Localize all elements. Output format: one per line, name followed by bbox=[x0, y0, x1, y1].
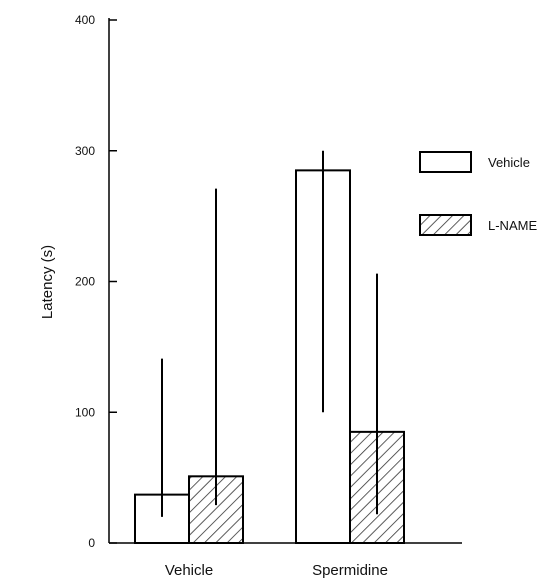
y-tick-label-0: 0 bbox=[88, 536, 95, 550]
y-tick-label-300: 300 bbox=[75, 144, 95, 158]
x-category-label-vehicle: Vehicle bbox=[165, 562, 213, 579]
y-axis-title: Latency (s) bbox=[39, 245, 56, 319]
y-tick-label-200: 200 bbox=[75, 275, 95, 289]
x-category-label-spermidine: Spermidine bbox=[312, 562, 388, 579]
labels: 0 100 200 300 400 Vehicle Spermidine bbox=[75, 13, 388, 579]
error-bars bbox=[161, 150, 378, 517]
y-tick-label-400: 400 bbox=[75, 13, 95, 27]
bars bbox=[134, 169, 405, 545]
legend: Vehicle L-NAME bbox=[419, 151, 537, 236]
legend-swatch-l-name bbox=[419, 214, 472, 236]
y-tick-label-100: 100 bbox=[75, 405, 95, 419]
legend-label-l-name: L-NAME bbox=[488, 218, 537, 233]
legend-label-vehicle: Vehicle bbox=[488, 155, 530, 170]
legend-swatch-vehicle bbox=[419, 151, 472, 173]
